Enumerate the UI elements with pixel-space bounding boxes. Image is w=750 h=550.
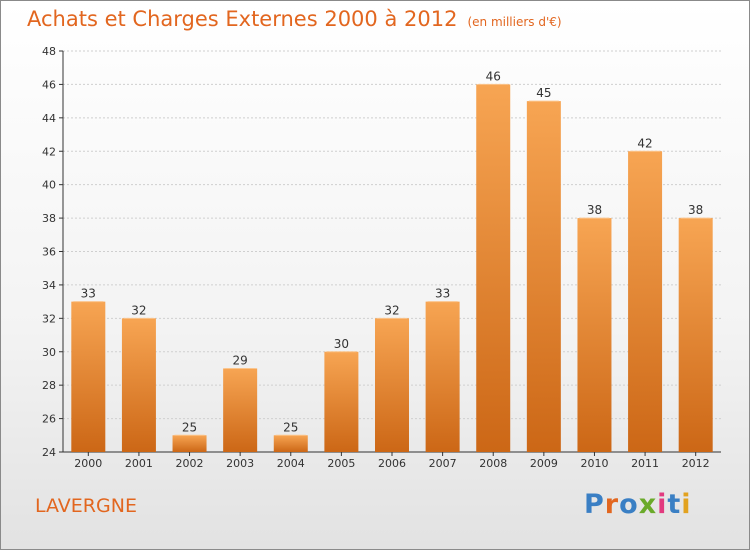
y-tick-label: 42 xyxy=(42,145,56,158)
x-tick-label: 2001 xyxy=(125,457,153,470)
chart-unit: (en milliers d'€) xyxy=(467,15,562,29)
bar-value-label: 38 xyxy=(688,203,703,217)
y-tick-label: 38 xyxy=(42,212,56,225)
bar-value-label: 32 xyxy=(384,303,399,317)
chart-title-text: Achats et Charges Externes 2000 à 2012 xyxy=(27,7,458,31)
y-tick-label: 44 xyxy=(42,112,56,125)
bar xyxy=(375,318,409,452)
proxiti-logo: Proxiti xyxy=(584,489,692,520)
x-tick-label: 2011 xyxy=(631,457,659,470)
bar xyxy=(273,435,308,452)
x-tick-label: 2006 xyxy=(378,457,406,470)
x-tick-label: 2010 xyxy=(580,457,608,470)
y-tick-label: 48 xyxy=(42,45,56,58)
bar xyxy=(628,151,663,452)
bar xyxy=(324,351,359,452)
bar-value-label: 30 xyxy=(334,337,349,351)
bar-value-label: 46 xyxy=(486,69,501,83)
bar-value-label: 25 xyxy=(182,420,197,434)
bar-value-label: 45 xyxy=(536,86,551,100)
bar xyxy=(172,435,207,452)
y-tick-label: 26 xyxy=(42,413,56,426)
x-tick-label: 2002 xyxy=(176,457,204,470)
bar xyxy=(121,318,156,452)
y-tick-label: 32 xyxy=(42,312,56,325)
bar-value-label: 33 xyxy=(81,287,96,301)
bar xyxy=(577,218,612,452)
bar-value-label: 29 xyxy=(233,353,248,367)
y-tick-label: 36 xyxy=(42,246,56,259)
commune-name: LAVERGNE xyxy=(35,495,137,517)
y-tick-label: 28 xyxy=(42,379,56,392)
y-tick-label: 24 xyxy=(42,446,56,459)
x-tick-label: 2008 xyxy=(479,457,507,470)
bar xyxy=(678,218,713,452)
x-tick-label: 2000 xyxy=(74,457,102,470)
bar-value-label: 42 xyxy=(637,136,652,150)
y-tick-label: 40 xyxy=(42,179,56,192)
bar xyxy=(526,101,561,452)
chart-title: Achats et Charges Externes 2000 à 2012 (e… xyxy=(27,7,562,31)
y-tick-label: 46 xyxy=(42,78,56,91)
bar xyxy=(223,368,258,452)
bar xyxy=(425,301,460,452)
bar-value-label: 25 xyxy=(283,420,298,434)
x-tick-label: 2005 xyxy=(327,457,355,470)
y-tick-label: 34 xyxy=(42,279,56,292)
bar xyxy=(71,301,106,452)
x-tick-label: 2003 xyxy=(226,457,254,470)
bar-value-label: 38 xyxy=(587,203,602,217)
y-tick-label: 30 xyxy=(42,346,56,359)
x-tick-label: 2004 xyxy=(277,457,305,470)
x-tick-label: 2012 xyxy=(682,457,710,470)
bar-value-label: 32 xyxy=(131,303,146,317)
bar-value-label: 33 xyxy=(435,287,450,301)
x-tick-label: 2009 xyxy=(530,457,558,470)
bar xyxy=(476,84,511,453)
x-tick-label: 2007 xyxy=(429,457,457,470)
